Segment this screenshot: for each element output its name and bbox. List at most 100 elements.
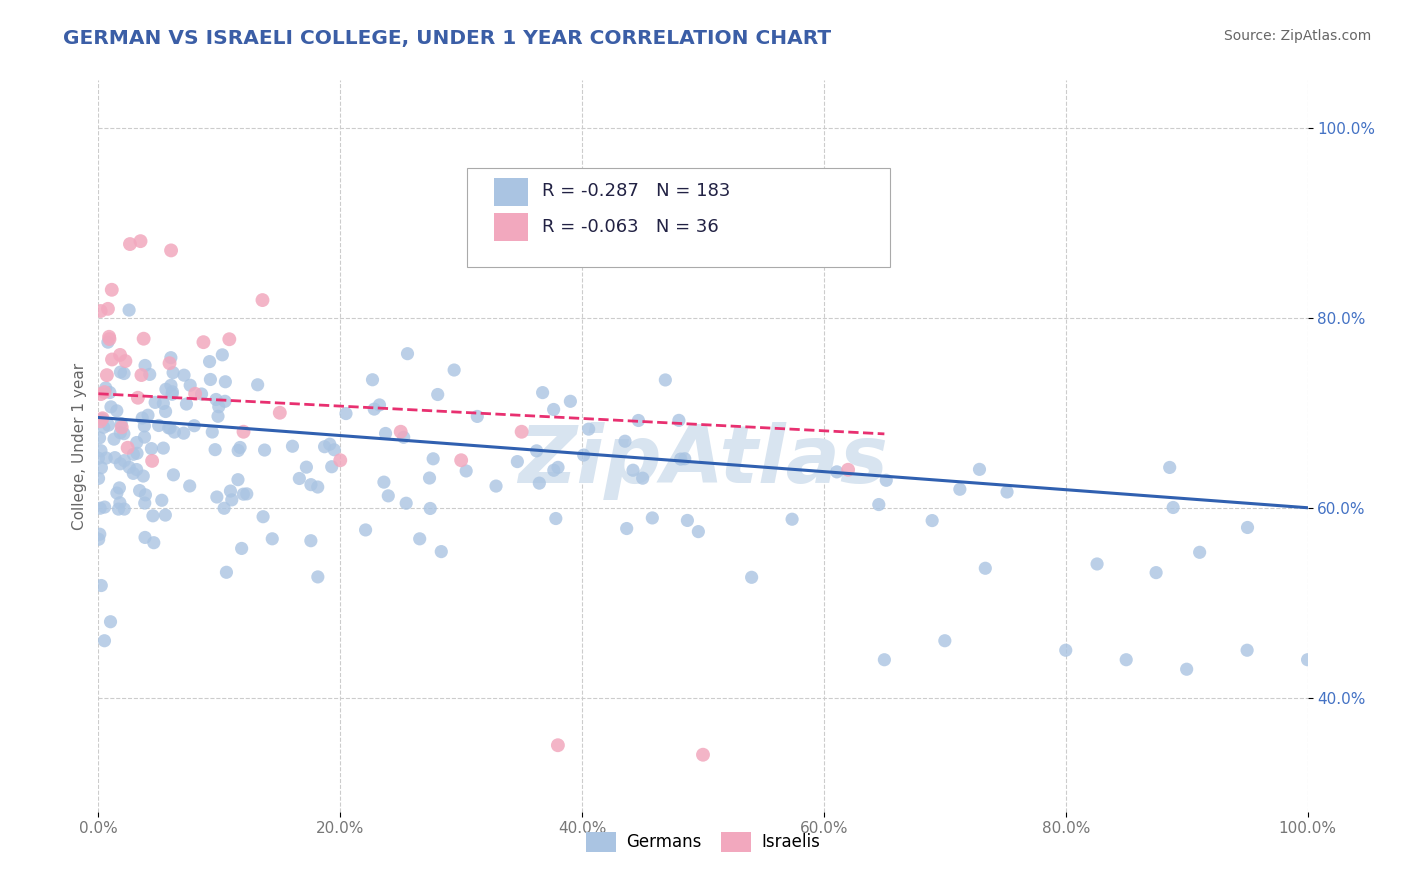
Point <box>253 443 276 458</box>
Point <box>995 485 1018 500</box>
Point <box>1236 520 1258 534</box>
Point <box>205 490 228 504</box>
Point <box>741 570 763 584</box>
Point <box>173 368 195 383</box>
Point <box>219 483 242 498</box>
Point <box>148 418 170 433</box>
Point <box>118 303 141 318</box>
Point <box>969 462 991 476</box>
Point <box>409 532 432 546</box>
Point <box>281 439 304 453</box>
Point <box>616 522 638 536</box>
Point <box>226 473 249 487</box>
Point <box>363 402 385 417</box>
Point <box>218 332 240 346</box>
Point <box>572 448 595 462</box>
Point <box>547 460 569 475</box>
FancyBboxPatch shape <box>467 168 890 267</box>
Point <box>96 451 118 466</box>
Point <box>374 426 396 441</box>
Point <box>160 387 183 401</box>
Point <box>134 531 156 545</box>
Point <box>949 483 972 497</box>
Point <box>122 467 145 481</box>
Point <box>159 421 181 435</box>
Point <box>631 471 654 485</box>
Point <box>395 496 418 510</box>
Point <box>112 367 135 381</box>
Point <box>91 411 114 425</box>
Point <box>160 351 183 365</box>
Point <box>190 387 212 401</box>
Point <box>160 378 183 392</box>
Point <box>110 417 132 431</box>
Point <box>152 441 174 455</box>
Point <box>201 425 224 439</box>
Point <box>162 384 184 399</box>
Point <box>1188 545 1211 559</box>
Point <box>138 368 160 382</box>
Text: R = -0.287   N = 183: R = -0.287 N = 183 <box>543 183 731 201</box>
Point <box>97 418 120 433</box>
Point <box>155 382 177 396</box>
Point <box>104 450 127 465</box>
Point <box>396 346 419 360</box>
FancyBboxPatch shape <box>494 178 527 206</box>
Point <box>692 747 714 762</box>
Point <box>837 463 859 477</box>
Point <box>141 442 163 456</box>
Point <box>204 442 226 457</box>
Point <box>392 430 415 444</box>
Point <box>94 381 117 395</box>
Point <box>132 332 155 346</box>
Point <box>128 483 150 498</box>
Point <box>232 425 254 439</box>
Point <box>108 496 131 510</box>
Point <box>93 500 115 514</box>
Point <box>231 541 253 556</box>
Point <box>97 335 120 350</box>
Point <box>205 392 228 407</box>
Text: Source: ZipAtlas.com: Source: ZipAtlas.com <box>1223 29 1371 43</box>
Point <box>100 283 122 297</box>
Point <box>780 512 803 526</box>
Point <box>246 377 269 392</box>
Point <box>212 501 235 516</box>
Point <box>183 418 205 433</box>
Point <box>214 375 236 389</box>
Point <box>89 431 111 445</box>
Point <box>98 385 121 400</box>
Point <box>368 398 391 412</box>
Point <box>155 508 177 522</box>
Point <box>226 443 249 458</box>
Point <box>614 434 637 449</box>
Point <box>974 561 997 575</box>
Point <box>103 432 125 446</box>
Point <box>89 527 111 541</box>
Point <box>112 426 135 441</box>
Point <box>179 378 201 392</box>
Point <box>134 430 156 444</box>
Point <box>361 373 384 387</box>
Point <box>162 366 184 380</box>
Point <box>221 492 243 507</box>
Point <box>184 386 207 401</box>
Point <box>1175 662 1198 676</box>
Point <box>90 414 112 428</box>
Point <box>105 404 128 418</box>
Point <box>157 421 180 435</box>
Point <box>875 473 897 487</box>
Point <box>89 501 111 516</box>
Point <box>150 493 173 508</box>
Point <box>90 304 112 318</box>
Point <box>654 373 676 387</box>
Point <box>90 443 112 458</box>
Point <box>163 425 186 439</box>
Text: ZipAtlas: ZipAtlas <box>517 422 889 500</box>
Point <box>389 425 412 439</box>
Point <box>422 451 444 466</box>
Point <box>321 459 343 474</box>
Point <box>100 615 122 629</box>
Point <box>419 501 441 516</box>
Point <box>211 348 233 362</box>
